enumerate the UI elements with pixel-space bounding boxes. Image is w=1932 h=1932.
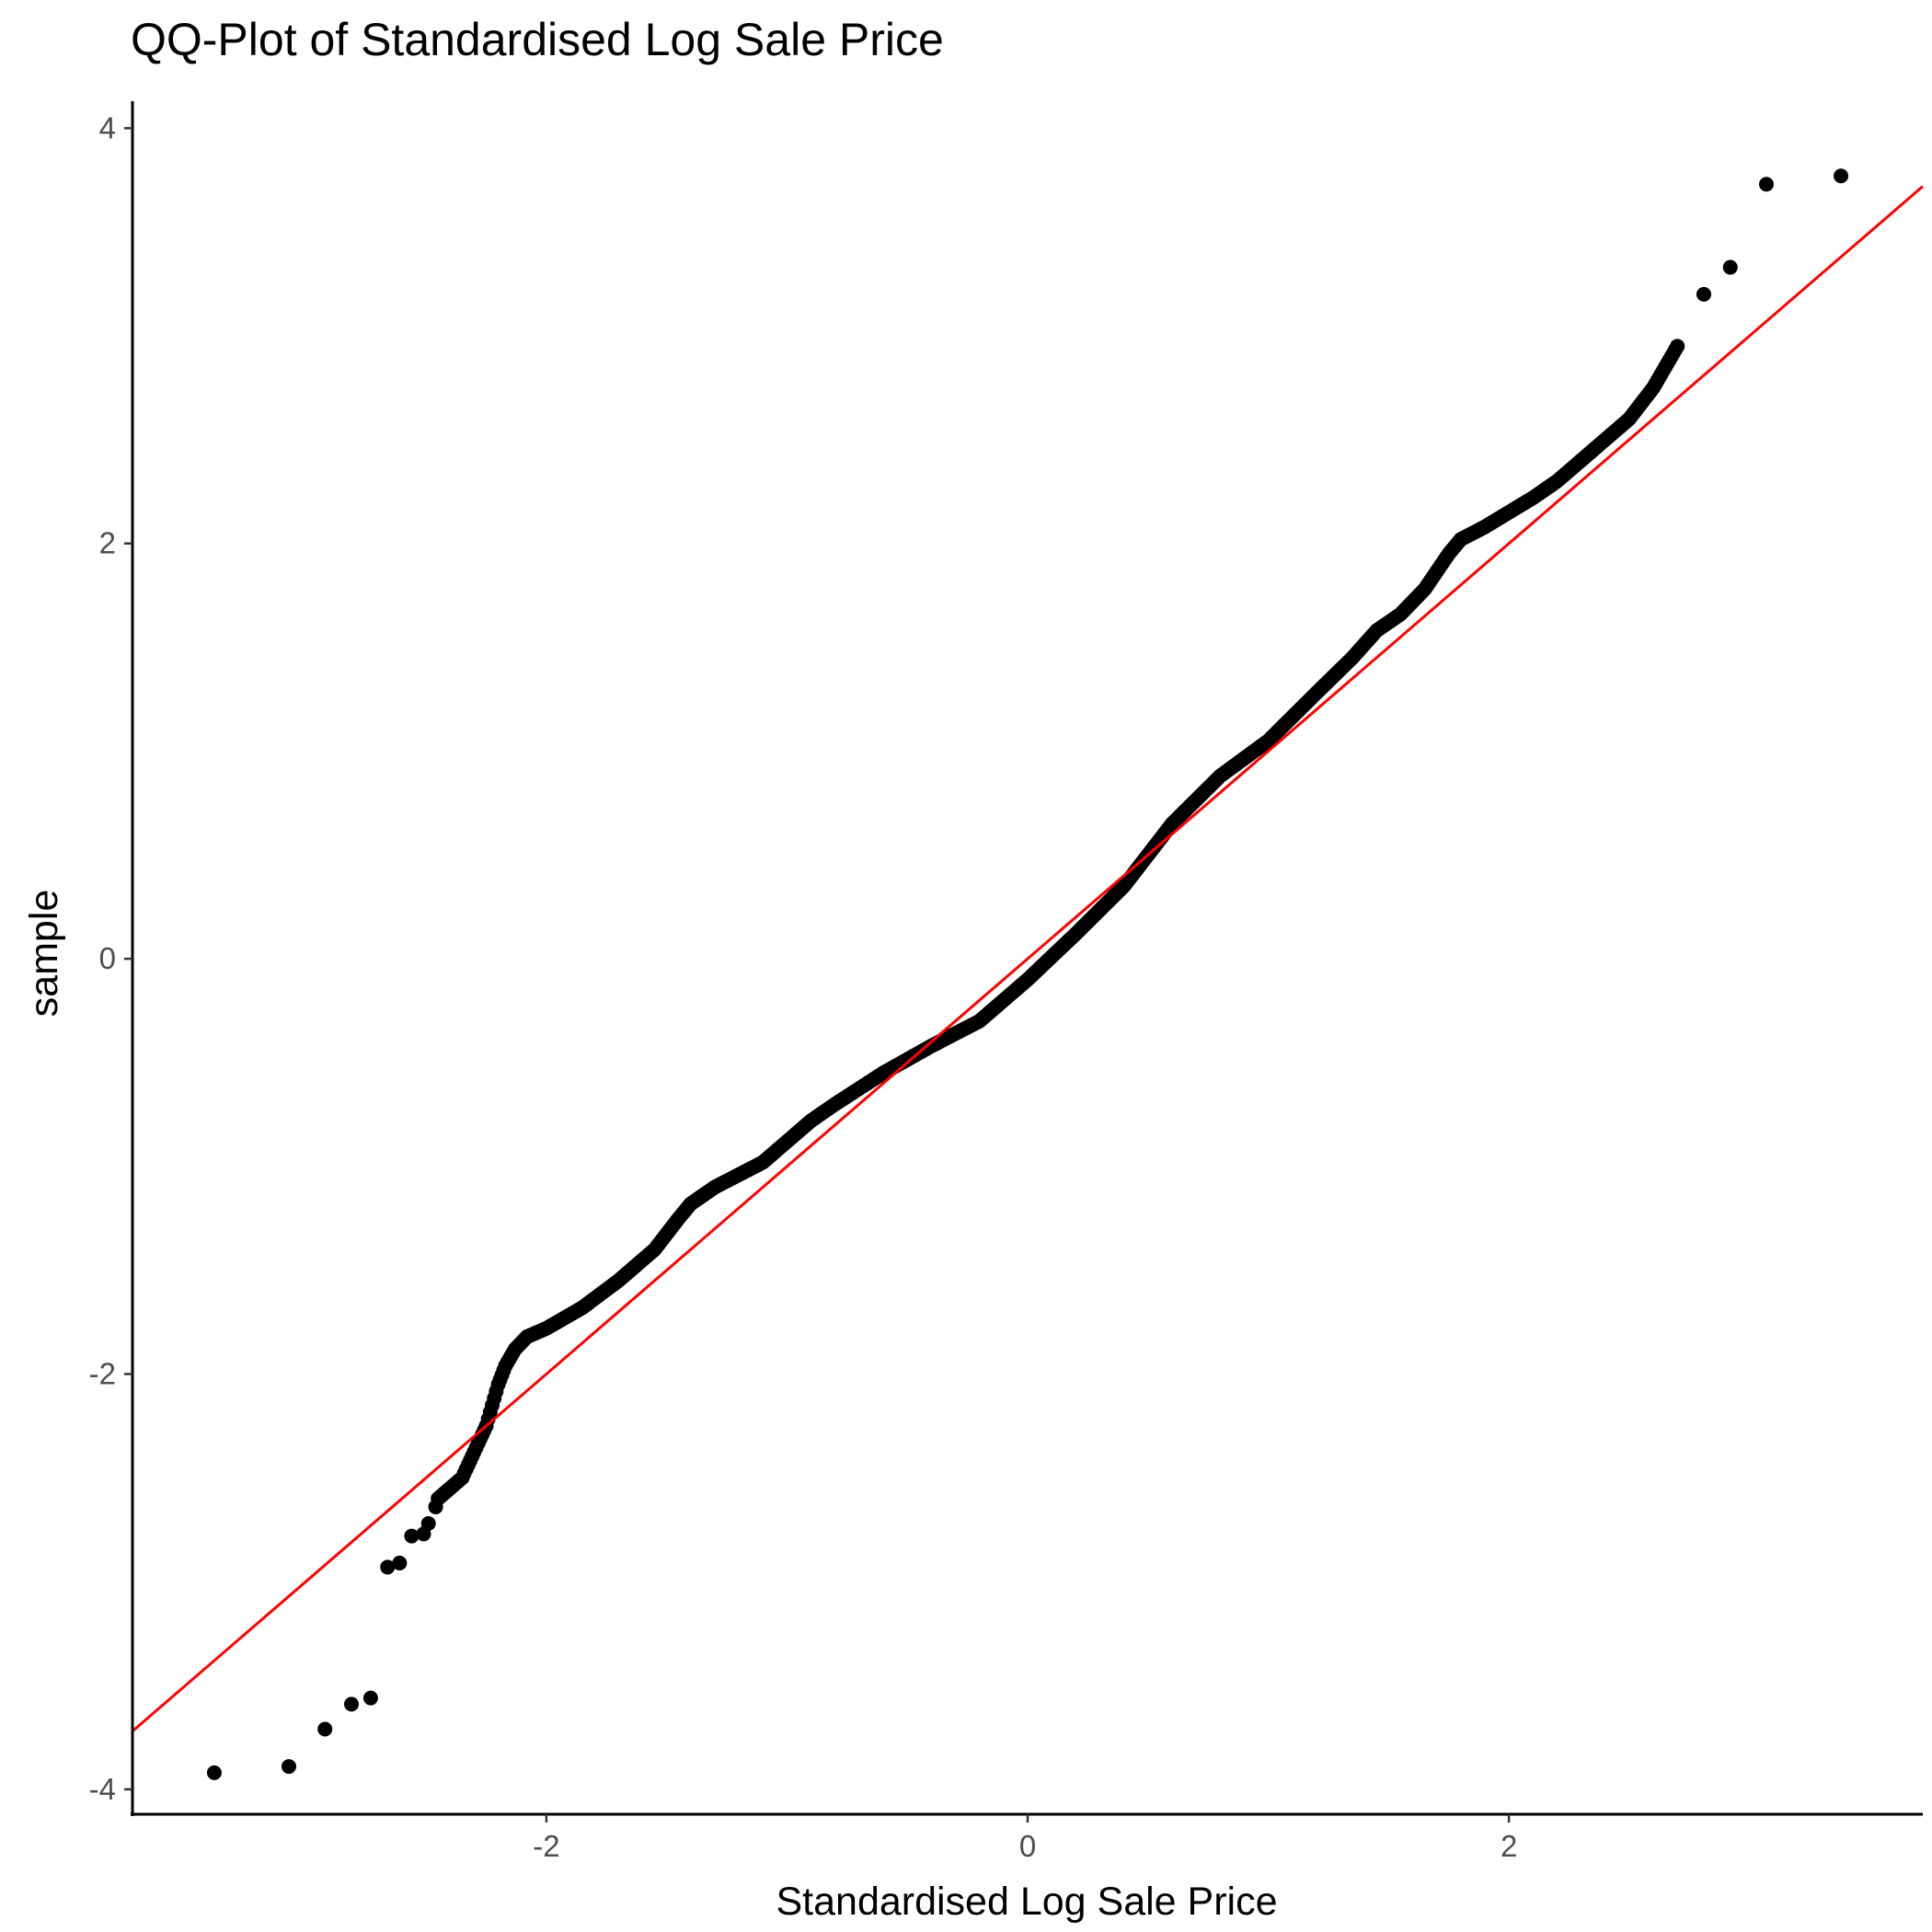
axes-layer: -4 -2 0 2 4 -2 0 2: [89, 101, 1923, 1863]
y-tick-label: 4: [99, 110, 116, 144]
y-tick-label: -4: [89, 1772, 116, 1806]
y-axis-title: sample: [22, 890, 66, 1018]
y-tick-label: -2: [89, 1357, 116, 1391]
data-point: [404, 1528, 420, 1544]
x-tick-label: 0: [1019, 1829, 1036, 1863]
points-layer: [206, 168, 1849, 1780]
data-point: [317, 1721, 333, 1737]
data-point: [206, 1765, 222, 1780]
x-axis-title: Standardised Log Sale Price: [776, 1880, 1277, 1924]
data-point: [380, 1559, 396, 1575]
data-point: [1834, 168, 1849, 184]
data-point: [420, 1516, 436, 1532]
x-tick-label: 2: [1501, 1829, 1517, 1863]
reference-line: [132, 185, 1924, 1732]
data-point: [362, 1690, 378, 1706]
reference-line-layer: [132, 185, 1924, 1732]
y-tick-label: 0: [99, 941, 116, 975]
data-point: [1696, 286, 1711, 302]
data-point: [1722, 259, 1738, 275]
data-point: [1670, 339, 1685, 354]
data-point: [282, 1759, 297, 1775]
data-point: [392, 1555, 408, 1570]
y-tick-label: 2: [99, 526, 116, 560]
chart-title: QQ-Plot of Standardised Log Sale Price: [131, 14, 944, 65]
data-point: [1758, 177, 1774, 192]
data-point: [344, 1696, 360, 1712]
x-tick-label: -2: [533, 1829, 559, 1863]
